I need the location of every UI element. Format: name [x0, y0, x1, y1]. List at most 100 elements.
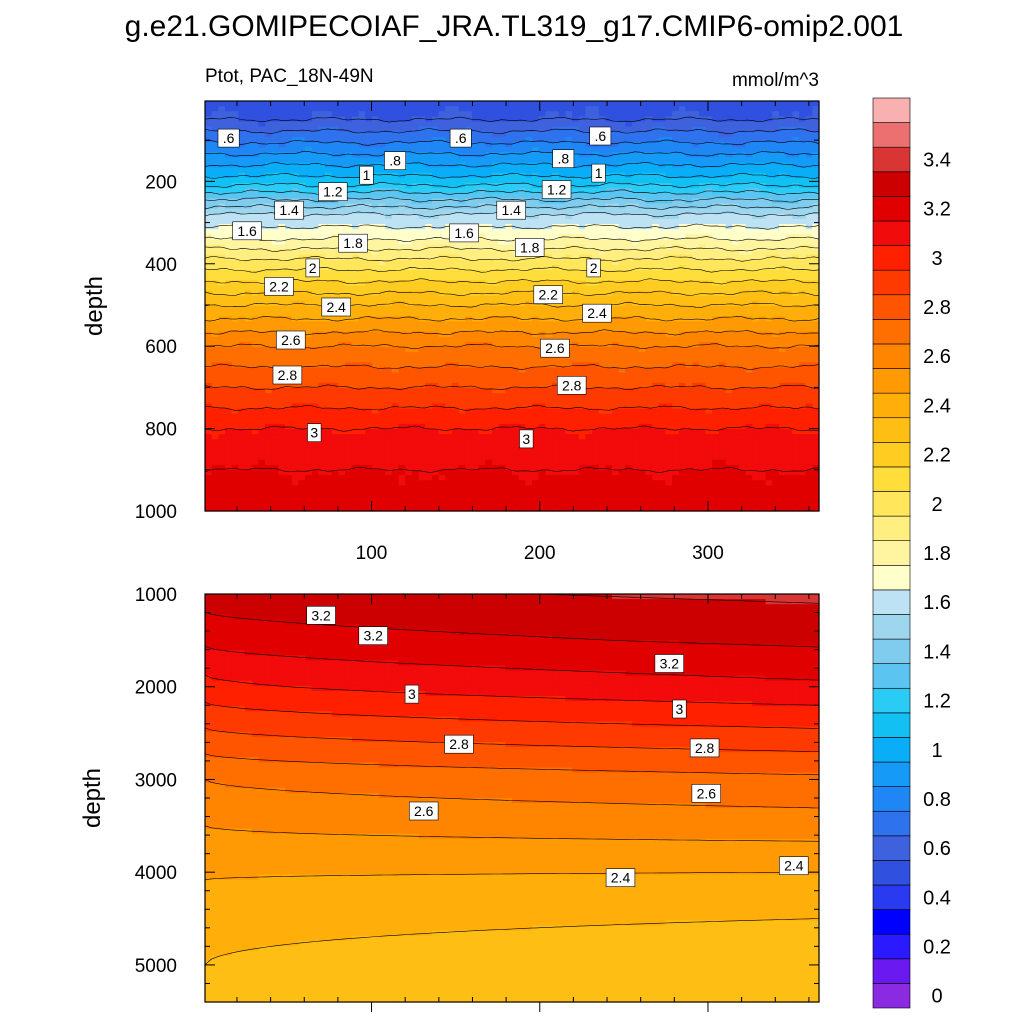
- top-fill-cell: [465, 357, 472, 363]
- top-fill-cell: [285, 306, 292, 312]
- top-fill-cell: [465, 393, 472, 399]
- top-fill-cell: [552, 101, 559, 107]
- top-fill-cell: [205, 101, 212, 107]
- top-fill-cell: [365, 403, 372, 409]
- top-fill-cell: [439, 460, 446, 466]
- top-fill-cell: [452, 373, 459, 379]
- top-fill-cell: [318, 337, 325, 343]
- top-fill-cell: [485, 219, 492, 225]
- top-fill-cell: [352, 378, 359, 384]
- top-fill-cell: [452, 347, 459, 353]
- top-fill-cell: [278, 496, 285, 502]
- top-fill-cell: [338, 286, 345, 292]
- top-fill-cell: [499, 127, 506, 133]
- top-fill-cell: [412, 485, 419, 491]
- top-fill-cell: [212, 485, 219, 491]
- top-fill-cell: [238, 388, 245, 394]
- top-fill-cell: [599, 352, 606, 358]
- top-fill-cell: [399, 209, 406, 215]
- top-fill-cell: [492, 378, 499, 384]
- top-fill-cell: [318, 378, 325, 384]
- top-fill-cell: [218, 111, 225, 117]
- top-fill-cell: [245, 122, 252, 128]
- top-fill-cell: [592, 198, 599, 204]
- top-fill-cell: [545, 373, 552, 379]
- top-fill-cell: [459, 378, 466, 384]
- top-fill-cell: [565, 455, 572, 461]
- top-fill-cell: [318, 327, 325, 333]
- top-fill-cell: [599, 296, 606, 302]
- top-fill-cell: [505, 383, 512, 389]
- top-fill-cell: [432, 501, 439, 507]
- top-fill-cell: [545, 475, 552, 481]
- top-fill-cell: [405, 255, 412, 261]
- top-fill-cell: [232, 250, 239, 256]
- top-fill-cell: [612, 332, 619, 338]
- top-fill-cell: [479, 373, 486, 379]
- top-fill-cell: [232, 337, 239, 343]
- top-fill-cell: [285, 106, 292, 112]
- top-fill-cell: [519, 132, 526, 138]
- top-fill-cell: [318, 111, 325, 117]
- top-fill-cell: [245, 178, 252, 184]
- top-fill-cell: [525, 157, 532, 163]
- top-fill-cell: [318, 224, 325, 230]
- top-fill-cell: [412, 255, 419, 261]
- top-fill-cell: [485, 224, 492, 230]
- top-fill-cell: [552, 137, 559, 143]
- top-fill-cell: [519, 337, 526, 343]
- top-fill-cell: [419, 306, 426, 312]
- top-fill-cell: [485, 434, 492, 440]
- top-fill-cell: [385, 132, 392, 138]
- top-fill-cell: [532, 142, 539, 148]
- top-fill-cell: [338, 275, 345, 281]
- top-fill-cell: [405, 414, 412, 420]
- top-fill-cell: [459, 311, 466, 317]
- top-fill-cell: [485, 357, 492, 363]
- top-fill-cell: [485, 137, 492, 143]
- top-fill-cell: [332, 409, 339, 415]
- top-fill-cell: [225, 311, 232, 317]
- top-fill-cell: [492, 450, 499, 456]
- top-fill-cell: [419, 362, 426, 368]
- top-fill-cell: [565, 101, 572, 107]
- top-fill-cell: [265, 460, 272, 466]
- top-fill-cell: [352, 260, 359, 266]
- top-fill-cell: [572, 480, 579, 486]
- top-fill-cell: [212, 209, 219, 215]
- top-fill-cell: [238, 352, 245, 358]
- top-fill-cell: [519, 193, 526, 199]
- top-fill-cell: [212, 234, 219, 240]
- top-fill-cell: [592, 347, 599, 353]
- top-fill-cell: [385, 419, 392, 425]
- top-fill-cell: [225, 204, 232, 210]
- top-fill-cell: [332, 255, 339, 261]
- top-fill-cell: [445, 419, 452, 425]
- top-fill-cell: [485, 163, 492, 169]
- top-fill-cell: [285, 270, 292, 276]
- top-fill-cell: [205, 327, 212, 333]
- top-fill-cell: [412, 286, 419, 292]
- top-fill-cell: [245, 214, 252, 220]
- top-fill-cell: [552, 280, 559, 286]
- top-fill-cell: [399, 485, 406, 491]
- top-fill-cell: [245, 198, 252, 204]
- top-fill-cell: [525, 101, 532, 107]
- top-fill-cell: [332, 332, 339, 338]
- top-fill-cell: [392, 378, 399, 384]
- top-fill-cell: [265, 439, 272, 445]
- top-fill-cell: [312, 147, 319, 153]
- top-fill-cell: [218, 434, 225, 440]
- top-fill-cell: [439, 250, 446, 256]
- top-fill-cell: [399, 352, 406, 358]
- top-fill-cell: [459, 193, 466, 199]
- top-fill-cell: [292, 306, 299, 312]
- top-fill-cell: [492, 183, 499, 189]
- top-fill-cell: [292, 455, 299, 461]
- top-fill-cell: [492, 439, 499, 445]
- top-fill-cell: [545, 491, 552, 497]
- top-fill-cell: [465, 352, 472, 358]
- top-fill-cell: [272, 398, 279, 404]
- top-fill-cell: [505, 229, 512, 235]
- top-fill-cell: [612, 419, 619, 425]
